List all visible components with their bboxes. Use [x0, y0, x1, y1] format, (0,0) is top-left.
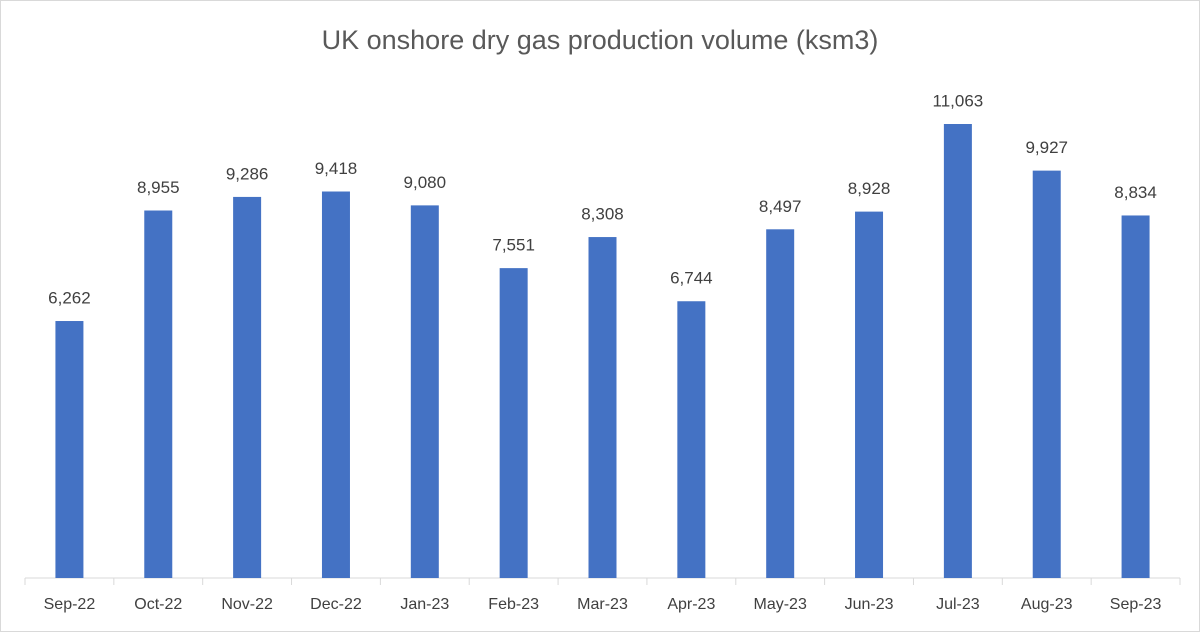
- x-tick-label: Mar-23: [577, 596, 628, 613]
- data-label: 6,744: [670, 269, 713, 288]
- bar: [855, 211, 884, 578]
- chart-title: UK onshore dry gas production volume (ks…: [322, 25, 879, 55]
- bar: [55, 321, 84, 578]
- bar: [766, 229, 795, 578]
- data-label: 8,928: [848, 179, 891, 198]
- x-tick-label: Apr-23: [667, 596, 715, 613]
- x-tick-label: May-23: [754, 596, 807, 613]
- data-label: 8,497: [759, 197, 802, 216]
- x-tick-label: Sep-22: [44, 596, 96, 613]
- data-label: 9,080: [404, 173, 447, 192]
- bar: [410, 205, 439, 578]
- x-tick-label: Jul-23: [936, 596, 980, 613]
- x-tick-label: Jan-23: [400, 596, 449, 613]
- data-label: 7,551: [492, 236, 535, 255]
- bar: [144, 210, 173, 579]
- x-tick-label: Dec-22: [310, 596, 362, 613]
- bar: [499, 268, 528, 578]
- x-tick-label: Nov-22: [221, 596, 273, 613]
- data-label: 8,834: [1114, 183, 1157, 202]
- x-tick-label: Aug-23: [1021, 596, 1073, 613]
- x-tick-label: Sep-23: [1110, 596, 1162, 613]
- bar: [233, 196, 262, 578]
- bar: [588, 237, 617, 578]
- data-label: 11,063: [933, 91, 984, 110]
- data-label: 9,418: [315, 159, 358, 178]
- bar: [321, 191, 350, 578]
- data-label: 9,286: [226, 164, 269, 183]
- bar: [943, 124, 972, 578]
- x-tick-label: Oct-22: [134, 596, 182, 613]
- bar: [1121, 215, 1150, 578]
- data-label: 9,927: [1025, 138, 1068, 157]
- data-label: 6,262: [48, 289, 91, 308]
- x-tick-label: Feb-23: [488, 596, 539, 613]
- bar: [677, 301, 706, 578]
- x-tick-label: Jun-23: [845, 596, 894, 613]
- bar: [1032, 170, 1061, 578]
- data-label: 8,955: [137, 178, 180, 197]
- data-label: 8,308: [581, 205, 624, 224]
